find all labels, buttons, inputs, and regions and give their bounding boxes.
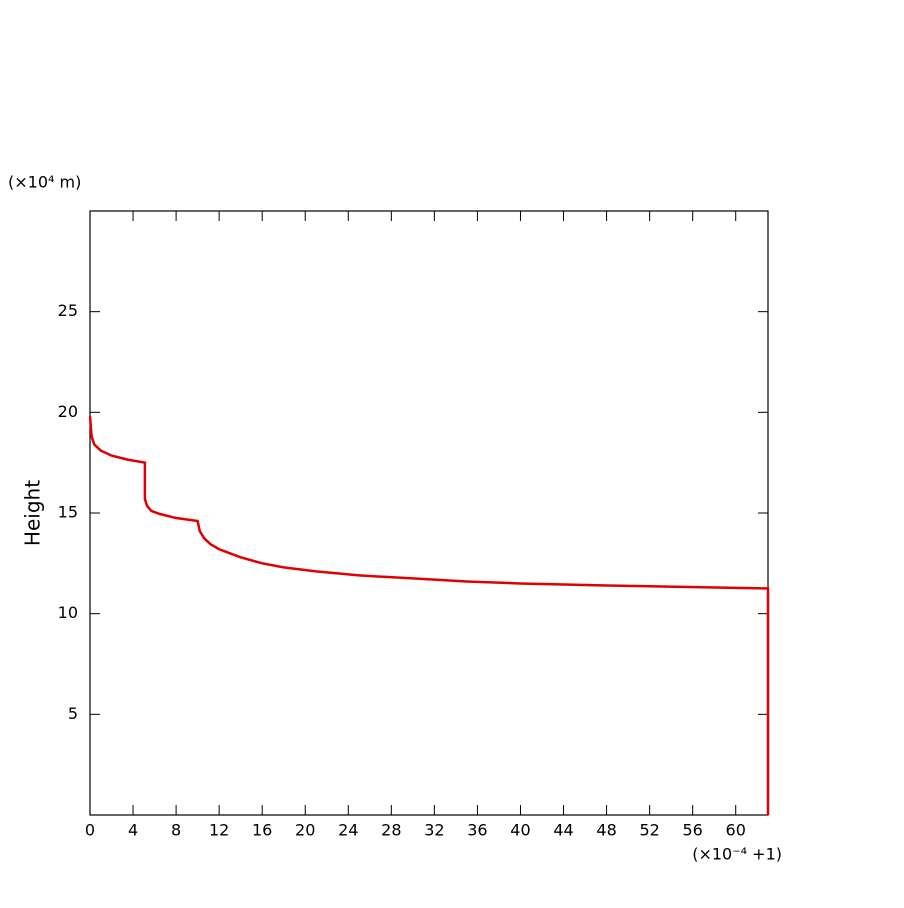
- x-tick-label: 36: [467, 821, 487, 840]
- x-unit: (×10⁻⁴ +1): [692, 845, 782, 864]
- x-tick-label: 16: [252, 821, 272, 840]
- x-tick-label: 20: [295, 821, 315, 840]
- y-tick-label: 25: [58, 301, 78, 320]
- x-tick-label: 24: [338, 821, 358, 840]
- y-tick-label: 10: [58, 603, 78, 622]
- y-tick-label: 20: [58, 402, 78, 421]
- x-tick-label: 28: [381, 821, 401, 840]
- y-tick-label: 15: [58, 503, 78, 522]
- x-tick-label: 60: [726, 821, 746, 840]
- x-tick-label: 0: [85, 821, 95, 840]
- x-tick-label: 40: [510, 821, 530, 840]
- plot-frame: [89, 210, 769, 816]
- x-tick-label: 12: [209, 821, 229, 840]
- x-tick-label: 8: [171, 821, 181, 840]
- x-tick-label: 44: [553, 821, 573, 840]
- x-tick-label: 48: [596, 821, 616, 840]
- y-tick-label: 5: [68, 704, 78, 723]
- data-line: [88, 416, 770, 815]
- y-axis-label: Height: [21, 480, 45, 546]
- y-unit: (×10⁴ m): [8, 173, 81, 192]
- x-tick-label: 4: [128, 821, 138, 840]
- x-tick-label: 56: [682, 821, 702, 840]
- x-tick-label: 52: [639, 821, 659, 840]
- x-tick-label: 32: [424, 821, 444, 840]
